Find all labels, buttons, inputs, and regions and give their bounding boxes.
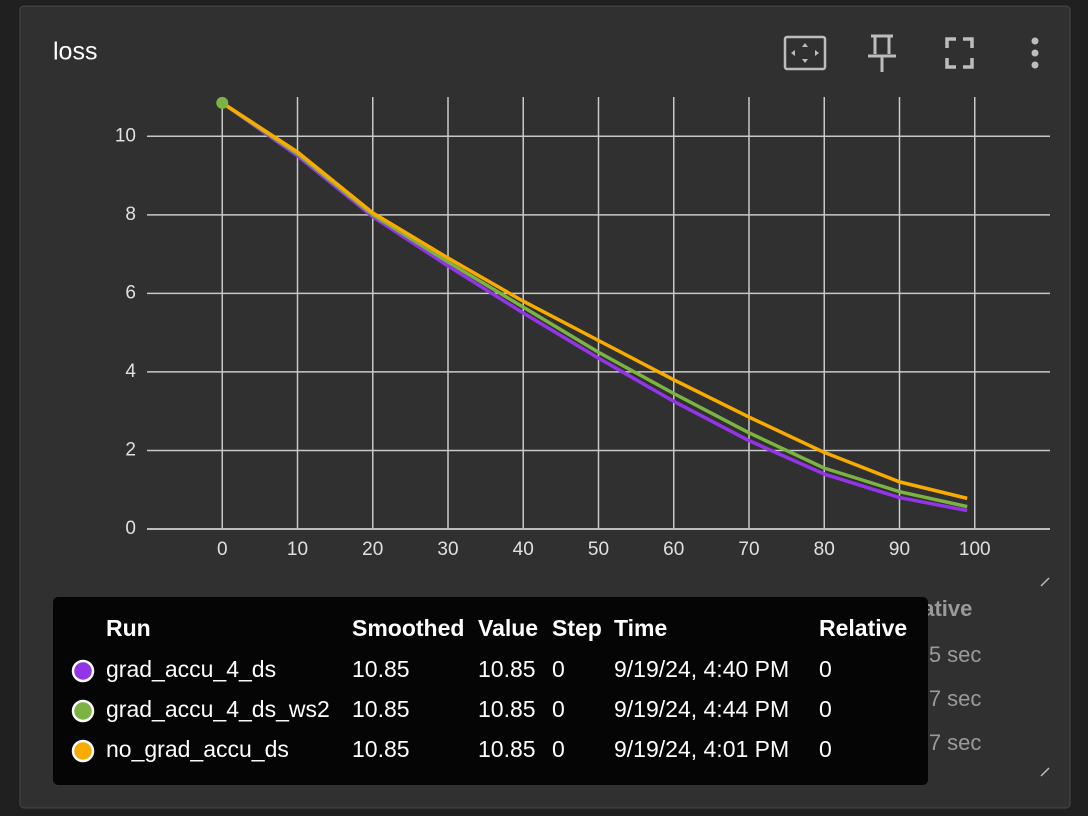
x-tick-label: 100: [959, 539, 991, 560]
run-color: [71, 739, 95, 763]
tooltip-header: Time: [614, 615, 667, 641]
y-tick-label: 2: [125, 439, 136, 460]
pin-button[interactable]: [868, 34, 896, 72]
grid: [147, 97, 1050, 530]
y-tick-label: 10: [115, 125, 136, 146]
x-tick-label: 70: [738, 539, 759, 560]
tooltip-cell: 0: [819, 656, 832, 682]
tooltip-cell: 9/19/24, 4:40 PM: [614, 656, 789, 682]
tooltip-header: Step: [552, 615, 602, 641]
run-name: no_grad_accu_ds: [106, 736, 289, 762]
tooltip-cell: 10.85: [352, 696, 410, 722]
run-name: grad_accu_4_ds: [106, 656, 276, 682]
y-tick-label: 4: [125, 361, 136, 382]
y-tick-label: 6: [125, 282, 136, 303]
fullscreen-button[interactable]: [945, 37, 974, 69]
run-color: [71, 659, 95, 683]
plot: [221, 101, 968, 513]
fit-domain-button[interactable]: [783, 35, 827, 71]
run-name: grad_accu_4_ds_ws2: [106, 696, 330, 722]
tooltip-cell: 0: [552, 736, 565, 762]
y-tick-label: 0: [125, 518, 136, 539]
y-tick-label: 8: [125, 204, 136, 225]
tooltip-cell: 10.85: [478, 696, 536, 722]
x-tick-label: 50: [588, 539, 609, 560]
tooltip-cell: 0: [552, 696, 565, 722]
tooltip-cell: 9/19/24, 4:44 PM: [614, 696, 789, 722]
tooltip-cell: 10.85: [478, 656, 536, 682]
x-tick-label: 90: [889, 539, 910, 560]
card-title: loss: [53, 38, 97, 66]
tooltip-cell: 10.85: [478, 736, 536, 762]
tooltip-cell: 0: [819, 736, 832, 762]
x-tick-label: 0: [217, 539, 228, 560]
tooltip-header: Run: [106, 615, 151, 641]
resize-handle: [1040, 577, 1050, 777]
series-line: [221, 101, 968, 501]
tooltip: [53, 597, 928, 785]
x-tick-label: 80: [814, 539, 835, 560]
tooltip-header: Value: [478, 615, 538, 641]
tooltip-cell: 0: [819, 696, 832, 722]
tooltip-header: Smoothed: [352, 615, 464, 641]
tooltip-cell: 10.85: [352, 736, 410, 762]
hover-point: [216, 96, 229, 109]
tooltip-cell: 0: [552, 656, 565, 682]
tooltip-cell: 10.85: [352, 656, 410, 682]
x-tick-label: 30: [437, 539, 458, 560]
x-tick-label: 20: [362, 539, 383, 560]
more-button[interactable]: [1031, 37, 1039, 69]
run-color: [71, 699, 95, 723]
x-tick-label: 60: [663, 539, 684, 560]
x-tick-label: 10: [287, 539, 308, 560]
tooltip-table: Run Smoothed Value Step Time Relative grad_acc…: [71, 615, 907, 763]
tooltip-header: Relative: [819, 615, 907, 641]
tooltip-cell: 9/19/24, 4:01 PM: [614, 736, 789, 762]
x-tick-label: 40: [513, 539, 534, 560]
